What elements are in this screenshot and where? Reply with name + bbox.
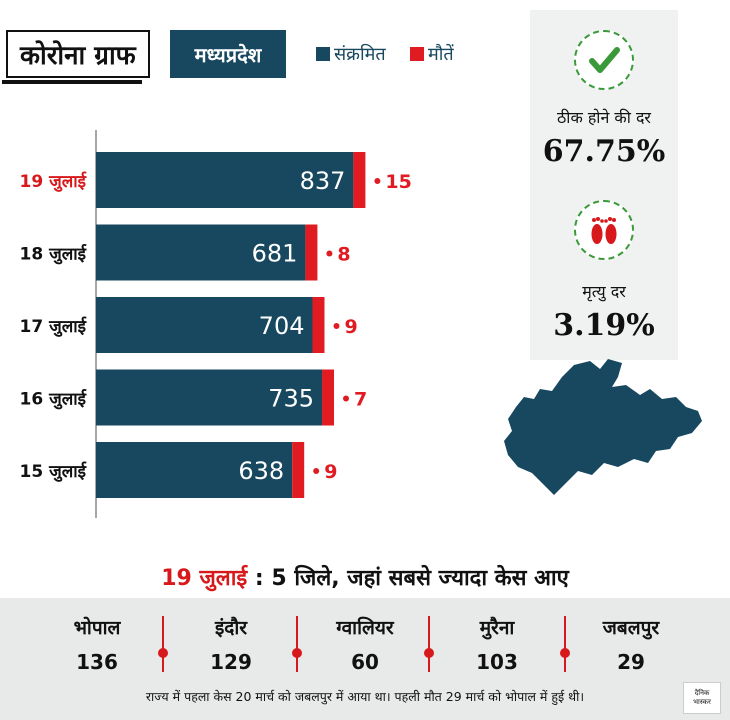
check-icon <box>574 30 634 90</box>
death-marker-dot <box>374 178 381 184</box>
legend-infected: संक्रमित <box>316 42 386 66</box>
data-label-infected: 704 <box>259 312 305 340</box>
bar-infected <box>96 369 323 426</box>
district-count: 29 <box>617 650 645 674</box>
bar-deaths <box>305 224 318 281</box>
district-item: इंदौर 129 <box>176 614 286 674</box>
stats-panel: ठीक होने की दर 67.75% मृत्यु दर 3.19% <box>530 10 678 360</box>
bar-infected <box>96 297 313 353</box>
death-marker-dot <box>326 250 333 257</box>
district-count: 136 <box>76 650 118 674</box>
data-label-infected: 638 <box>238 457 284 485</box>
data-label-deaths: 15 <box>385 171 411 193</box>
data-label-infected: 735 <box>268 385 314 413</box>
data-label-deaths: 7 <box>354 389 367 411</box>
district-name: इंदौर <box>214 617 248 639</box>
data-label-deaths: 9 <box>324 461 337 483</box>
legend-infected-swatch <box>316 47 330 61</box>
daily-cases-bar-chart: 19 जुलाई 837 15 18 जुलाई 681 8 17 जुलाई 704 9 16 … <box>20 130 412 518</box>
top-districts-headline: 19 जुलाई : 5 जिले, जहां सबसे ज्यादा केस … <box>0 562 730 592</box>
district-count: 129 <box>210 650 252 674</box>
data-label-infected: 681 <box>252 240 298 268</box>
district-count: 103 <box>476 650 518 674</box>
category-label: 18 जुलाई <box>20 244 87 265</box>
district-divider <box>158 616 168 672</box>
headline-text: 5 जिले, जहां सबसे ज्यादा केस आए <box>271 566 569 591</box>
district-panel: भोपाल 136 इंदौर 129 ग्वालियर 60 मुरैना 1… <box>0 598 730 720</box>
bar-infected <box>96 224 306 281</box>
headline-date: 19 जुलाई <box>161 566 248 591</box>
category-label: 17 जुलाई <box>20 316 87 337</box>
district-divider <box>292 616 302 672</box>
footnote: राज्य में पहला केस 20 मार्च को जबलपुर मे… <box>145 689 585 704</box>
district-name: जबलपुर <box>602 617 660 639</box>
recovery-rate-label: ठीक होने की दर <box>557 108 651 127</box>
bar-deaths <box>353 152 366 208</box>
footprints-icon <box>574 200 634 260</box>
chart-title: कोरोना ग्राफ <box>2 30 150 84</box>
data-label-deaths: 8 <box>337 244 350 266</box>
legend-deaths-swatch <box>410 47 424 61</box>
logo-line-2: भास्कर <box>693 698 711 706</box>
district-name: मुरैना <box>479 617 515 639</box>
district-name: ग्वालियर <box>336 617 394 639</box>
death-rate-label: मृत्यु दर <box>582 282 626 301</box>
bar-infected <box>96 152 354 208</box>
death-marker-dot <box>333 323 340 329</box>
header: कोरोना ग्राफ मध्यप्रदेश संक्रमित मौतें <box>0 30 510 84</box>
district-item: भोपाल 136 <box>42 614 152 674</box>
district-divider <box>560 616 570 672</box>
district-name: भोपाल <box>73 617 121 639</box>
legend-deaths: मौतें <box>410 42 454 66</box>
headline-separator: : <box>254 566 272 591</box>
data-label-infected: 837 <box>300 167 346 195</box>
category-label: 16 जुलाई <box>20 389 87 410</box>
legend-deaths-label: मौतें <box>428 44 454 65</box>
bar-deaths <box>292 442 305 498</box>
death-marker-dot <box>313 468 320 474</box>
bar-infected <box>96 442 293 498</box>
category-label: 19 जुलाई <box>20 171 87 192</box>
district-count: 60 <box>351 650 379 674</box>
recovery-rate-value: 67.75% <box>542 134 666 169</box>
logo-line-1: दैनिक <box>694 689 710 697</box>
region-label: मध्यप्रदेश <box>170 30 286 78</box>
district-item: जबलपुर 29 <box>576 614 686 674</box>
district-divider <box>424 616 434 672</box>
state-map-icon <box>504 359 702 495</box>
bar-deaths <box>312 297 325 353</box>
publisher-logo: दैनिक भास्कर <box>683 682 721 714</box>
district-item: ग्वालियर 60 <box>310 614 420 674</box>
legend-infected-label: संक्रमित <box>334 44 386 65</box>
death-rate-value: 3.19% <box>553 308 655 343</box>
category-label: 15 जुलाई <box>20 461 87 482</box>
district-item: मुरैना 103 <box>442 614 552 674</box>
data-label-deaths: 9 <box>344 316 357 338</box>
death-marker-dot <box>343 395 350 402</box>
bar-deaths <box>322 369 335 426</box>
